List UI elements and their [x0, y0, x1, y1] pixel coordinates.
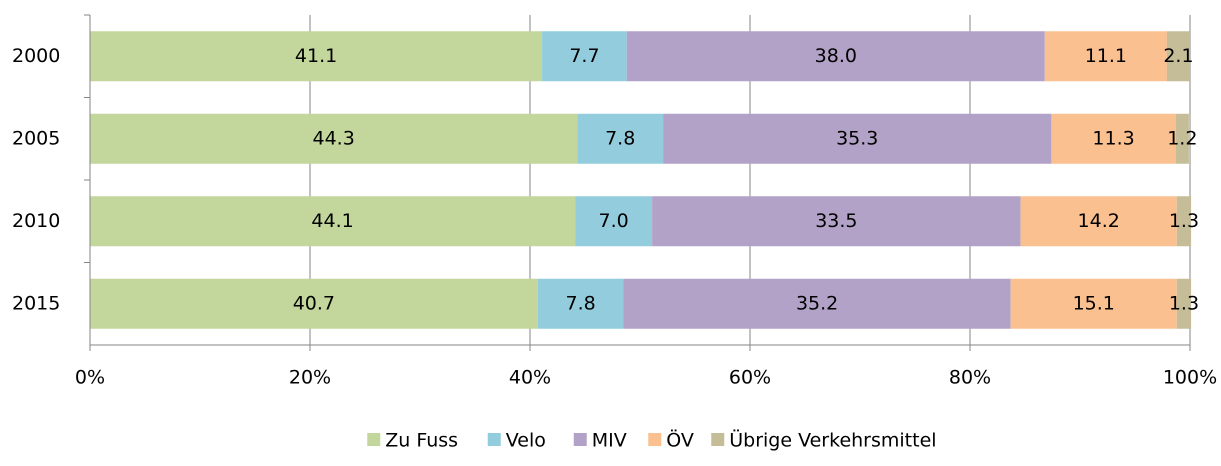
data-label: 7.8 [605, 127, 635, 149]
legend-swatch [367, 433, 381, 446]
bar-segment [663, 113, 1052, 164]
data-label: 1.3 [1169, 292, 1199, 314]
data-label: 11.1 [1085, 45, 1127, 67]
legend-swatch [648, 433, 662, 446]
bar-segment [537, 278, 624, 329]
bar-segment [90, 31, 543, 82]
data-label: 7.7 [569, 45, 599, 67]
y-tick-label: 2010 [12, 210, 60, 232]
y-tick-label: 2005 [12, 127, 60, 149]
bar-segment [90, 196, 576, 247]
bar-segment [626, 31, 1045, 82]
legend-swatch [711, 433, 725, 446]
bar-segment [1020, 196, 1177, 247]
data-label: 2.1 [1163, 45, 1193, 67]
legend-label: Zu Fuss [385, 430, 458, 452]
legend-label: MIV [592, 430, 627, 452]
x-tick-label: 60% [729, 367, 771, 389]
data-label: 7.8 [565, 292, 595, 314]
bar-segment [90, 278, 538, 329]
x-tick-label: 40% [509, 367, 551, 389]
x-tick-label: 20% [289, 367, 331, 389]
data-label: 38.0 [815, 45, 857, 67]
legend-label: ÖV [666, 429, 694, 452]
data-label: 41.1 [295, 45, 337, 67]
legend-swatch [487, 433, 501, 446]
legend-swatch [573, 433, 587, 446]
bar-segment [577, 113, 664, 164]
bar-segment [542, 31, 627, 82]
bar-segment [1051, 113, 1176, 164]
x-tick-label: 80% [949, 367, 991, 389]
data-label: 44.1 [311, 210, 353, 232]
data-label: 15.1 [1073, 292, 1115, 314]
data-label: 35.3 [836, 127, 878, 149]
data-label: 1.3 [1169, 210, 1199, 232]
bar-segment [1176, 196, 1192, 247]
bar-segment [623, 278, 1011, 329]
bar-segment [1044, 31, 1167, 82]
data-label: 11.3 [1092, 127, 1134, 149]
bar-segment [1175, 113, 1189, 164]
data-label: 7.0 [598, 210, 628, 232]
data-label: 14.2 [1078, 210, 1120, 232]
bar-segment [1010, 278, 1177, 329]
x-tick-label: 0% [75, 367, 105, 389]
bar-segment [90, 113, 578, 164]
data-label: 40.7 [293, 292, 335, 314]
data-label: 33.5 [815, 210, 857, 232]
y-tick-label: 2015 [12, 292, 60, 314]
data-label: 35.2 [796, 292, 838, 314]
bar-segment [1176, 278, 1192, 329]
bar-segment [1166, 31, 1190, 82]
data-label: 1.2 [1167, 127, 1197, 149]
y-tick-label: 2000 [12, 45, 60, 67]
bar-segment [652, 196, 1021, 247]
legend-label: Velo [506, 430, 546, 452]
data-label: 44.3 [312, 127, 354, 149]
bar-segment [575, 196, 653, 247]
legend-label: Übrige Verkehrsmittel [729, 429, 936, 452]
x-tick-label: 100% [1163, 367, 1217, 389]
